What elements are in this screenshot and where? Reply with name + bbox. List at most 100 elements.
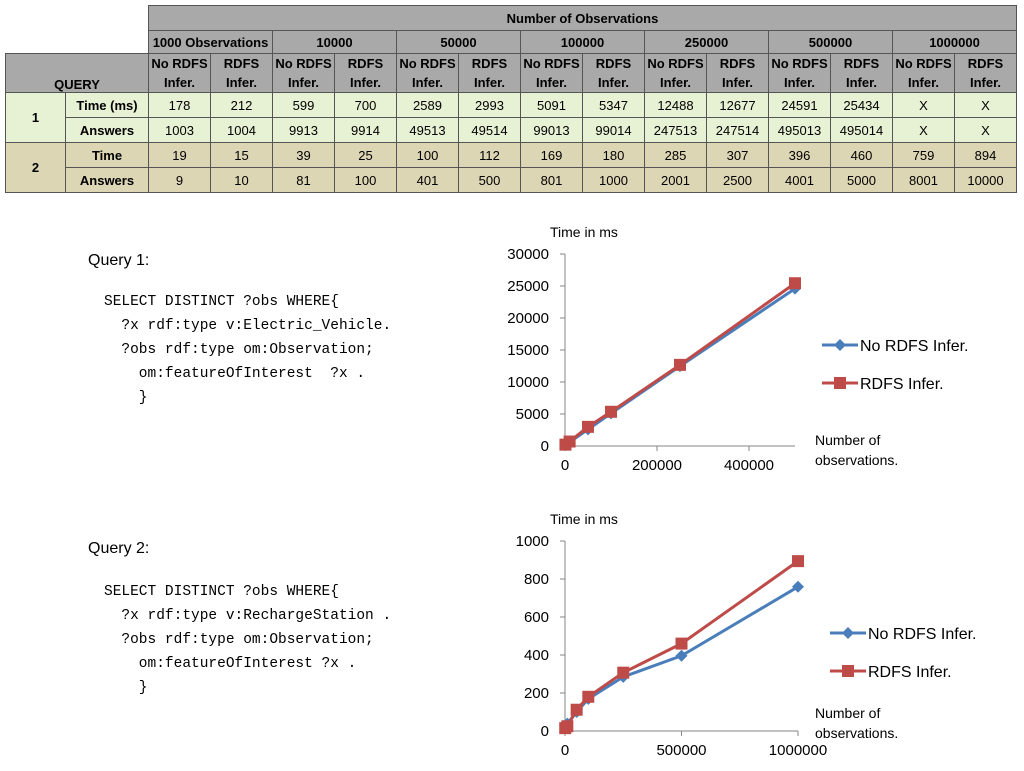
data-point (792, 580, 804, 593)
data-point (617, 666, 630, 679)
legend-marker (834, 339, 846, 351)
table-cell: 1003 (148, 117, 211, 143)
sub-column-header: RDFS Infer. (582, 53, 645, 93)
table-cell: 49514 (458, 117, 521, 143)
data-point (570, 703, 583, 716)
row-label: Answers (65, 117, 149, 143)
y-tick-label: 25000 (507, 278, 549, 295)
table-cell: 24591 (768, 92, 831, 118)
x-tick-label: 0 (561, 742, 569, 759)
subheader-row: QUERY No RDFS Infer. RDFS Infer. No RDFS Infe… (5, 53, 1017, 93)
table-row: Answers 1003 1004 9913 9914 49513 49514 99013 99… (6, 117, 1017, 143)
legend-label: RDFS Infer. (868, 664, 952, 681)
x-tick-label: 500000 (656, 742, 706, 759)
table-cell: 112 (458, 142, 521, 168)
data-point (561, 720, 574, 733)
y-tick-label: 20000 (507, 310, 549, 327)
x-tick-label: 1000000 (769, 742, 827, 759)
table-row: Answers 9 10 81 100 401 500 801 1000 2001 2500 4001… (6, 167, 1017, 193)
y-tick-label: 600 (524, 609, 549, 626)
table-cell: 396 (768, 142, 831, 168)
data-point (563, 435, 576, 448)
table-cell: 25 (334, 142, 397, 168)
x-axis-label: Number of (815, 432, 880, 448)
table-cell: 500 (458, 167, 521, 193)
data-point (605, 405, 617, 418)
table-cell: 599 (272, 92, 335, 118)
table-cell: X (954, 92, 1017, 118)
sub-column-header: RDFS Infer. (954, 53, 1017, 93)
sub-column-header: No RDFS Infer. (396, 53, 459, 93)
obs-column-header: 50000 (396, 30, 521, 54)
table-cell: 169 (520, 142, 583, 168)
results-table: Number of Observations 1000 Observations… (5, 5, 1017, 193)
table-body: 1 Time (ms) 178 212 599 700 2589 2993 5091 5347 12… (5, 92, 1017, 193)
legend-label: No RDFS Infer. (868, 626, 976, 643)
y-tick-label: 1000 (516, 533, 549, 550)
obs-column-header: 1000 Observations (148, 30, 273, 54)
x-axis-label: observations. (815, 725, 898, 741)
query-number: 1 (5, 92, 66, 143)
table-cell: 178 (148, 92, 211, 118)
table-cell: 100 (334, 167, 397, 193)
sub-column-header: No RDFS Infer. (768, 53, 831, 93)
sub-column-header: RDFS Infer. (334, 53, 397, 93)
table-cell: 1004 (210, 117, 273, 143)
table-cell: 5091 (520, 92, 583, 118)
sub-column-header: No RDFS Infer. (644, 53, 707, 93)
y-tick-label: 5000 (516, 406, 549, 423)
sub-column-header: No RDFS Infer. (148, 53, 211, 93)
row-label: Time (ms) (65, 92, 149, 118)
legend-marker (834, 377, 846, 389)
row-label: Time (65, 142, 149, 168)
y-axis-label: Time in ms (550, 511, 618, 527)
legend-marker (842, 665, 854, 677)
table-cell: 700 (334, 92, 397, 118)
data-point (789, 277, 801, 290)
y-tick-label: 400 (524, 647, 549, 664)
table-cell: 2993 (458, 92, 521, 118)
y-tick-label: 800 (524, 571, 549, 588)
table-cell: 9 (148, 167, 211, 193)
table-cell: 247514 (706, 117, 769, 143)
table-cell: 10 (210, 167, 273, 193)
table-cell: 5000 (830, 167, 893, 193)
sub-column-header: RDFS Infer. (210, 53, 273, 93)
legend-label: No RDFS Infer. (860, 338, 968, 355)
table-cell: 9913 (272, 117, 335, 143)
table-row: 2 Time 19 15 39 25 100 112 169 180 285 307 396 460 759… (5, 142, 1017, 193)
sub-column-header: No RDFS Infer. (892, 53, 955, 93)
data-point (675, 649, 688, 662)
table-cell: 81 (272, 167, 335, 193)
data-point (792, 555, 804, 568)
query-1-label: Query 1: (88, 252, 150, 269)
y-tick-label: 10000 (507, 374, 549, 391)
table-cell: 759 (892, 142, 955, 168)
sub-column-header: RDFS Infer. (706, 53, 769, 93)
table-cell: 10000 (954, 167, 1017, 193)
table-cell: X (892, 117, 955, 143)
table-cell: 12488 (644, 92, 707, 118)
sub-column-header: No RDFS Infer. (272, 53, 335, 93)
legend-label: RDFS Infer. (860, 376, 944, 393)
y-tick-label: 200 (524, 685, 549, 702)
table-cell: 180 (582, 142, 645, 168)
y-tick-label: 30000 (507, 246, 549, 263)
x-tick-label: 400000 (724, 457, 774, 474)
obs-column-header: 500000 (768, 30, 893, 54)
data-point (582, 420, 594, 433)
obs-column-header: 100000 (520, 30, 645, 54)
group-header: Number of Observations (148, 5, 1017, 31)
table-cell: 5347 (582, 92, 645, 118)
query-2-label: Query 2: (88, 540, 150, 557)
table-cell: 8001 (892, 167, 955, 193)
table-cell: 100 (396, 142, 459, 168)
table-corner (5, 5, 149, 54)
data-point (582, 690, 595, 703)
table-cell: 19 (148, 142, 211, 168)
table-cell: X (954, 117, 1017, 143)
obs-column-header: 250000 (644, 30, 769, 54)
table-cell: 2001 (644, 167, 707, 193)
table-cell: 2500 (706, 167, 769, 193)
